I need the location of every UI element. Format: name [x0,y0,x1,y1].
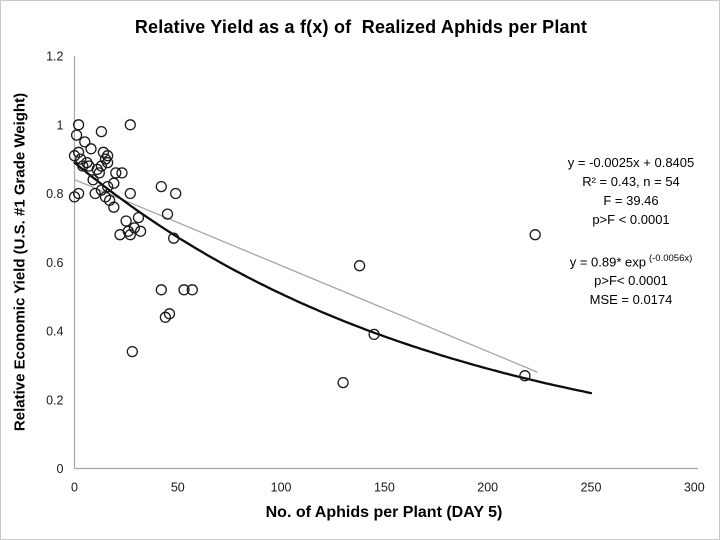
scatter-point [68,191,81,203]
x-tick-label: 200 [477,481,498,495]
annotation-line: MSE = 0.0174 [589,292,673,308]
exponential-fit-annotation: y = 0.89* exp (-0.0056x) p>F< 0.0001 MSE … [570,249,693,309]
x-tick-label: 150 [374,481,395,495]
scatter-point [529,229,541,241]
y-tick-label: 0.2 [46,393,63,407]
scatter-point [132,211,145,224]
scatter-point [101,156,114,169]
scatter-point [108,177,120,189]
scatter-point [101,150,114,162]
scatter-point [68,150,81,162]
scatter-point [124,119,136,131]
annotation-line: p>F < 0.0001 [592,212,670,227]
exp-equation-exponent: (-0.0056x) [648,253,693,264]
chart-title: Relative Yield as a f(x) of Realized Aph… [134,17,588,37]
x-tick-label: 50 [171,481,185,495]
y-tick-label: 0.4 [46,325,63,339]
y-axis-title: Relative Economic Yield (U.S. #1 Grade W… [11,92,29,432]
y-tick-label: 0.6 [46,256,63,270]
scatter-point [155,180,167,193]
scatter-point [72,119,85,131]
annotation-line: p>F< 0.0001 [594,273,668,289]
scatter-point [168,232,180,244]
scatter-point [178,284,190,296]
y-tick-label: 1.2 [46,50,63,64]
scatter-point [159,311,172,323]
scatter-point [93,167,105,179]
y-tick-label: 0 [57,462,64,476]
scatter-point [161,208,174,220]
annotation-line: F = 39.46 [603,193,659,208]
scatter-point [70,129,83,141]
annotation-line: R² = 0.43, n = 54 [582,174,680,189]
scatter-point [108,201,120,213]
scatter-point [120,215,132,227]
x-axis-title: No. of Aphids per Plant (DAY 5) [265,504,503,521]
scatter-point [110,167,122,179]
scatter-point [79,136,91,148]
scatter-point [116,167,128,179]
linear-fit-annotation: y = -0.0025x + 0.8405 R² = 0.43, n = 54 … [568,153,694,229]
x-tick-label: 100 [271,481,292,495]
scatter-point [85,143,97,155]
scatter-point [124,187,136,200]
linear-fit-line [74,178,538,373]
x-tick-label: 0 [71,481,78,495]
scatter-point [170,187,182,200]
exponential-fit-curve [73,161,593,395]
scatter-point [87,174,99,186]
scatter-point [134,225,147,237]
scatter-point [337,376,349,389]
scatter-point [519,370,531,382]
scatter-point [75,153,87,165]
annotation-line: y = 0.89* exp (-0.0056x) [570,249,693,271]
scatter-point [95,125,108,138]
exp-equation-base: y = 0.89* exp [569,254,646,270]
scatter-point [186,284,198,296]
scatter-point [101,180,114,193]
y-tick-label: 0.8 [46,187,63,201]
y-tick-label: 1 [57,118,64,132]
x-tick-label: 300 [684,481,705,495]
x-tick-label: 250 [581,481,602,495]
scatter-point [124,229,136,241]
scatter-point [353,260,366,272]
scatter-point [368,328,380,341]
annotation-line: y = -0.0025x + 0.8405 [567,155,695,170]
scatter-point [89,187,101,200]
scatter-point [155,284,167,296]
scatter-point [126,345,138,358]
scatter-point [77,160,89,172]
